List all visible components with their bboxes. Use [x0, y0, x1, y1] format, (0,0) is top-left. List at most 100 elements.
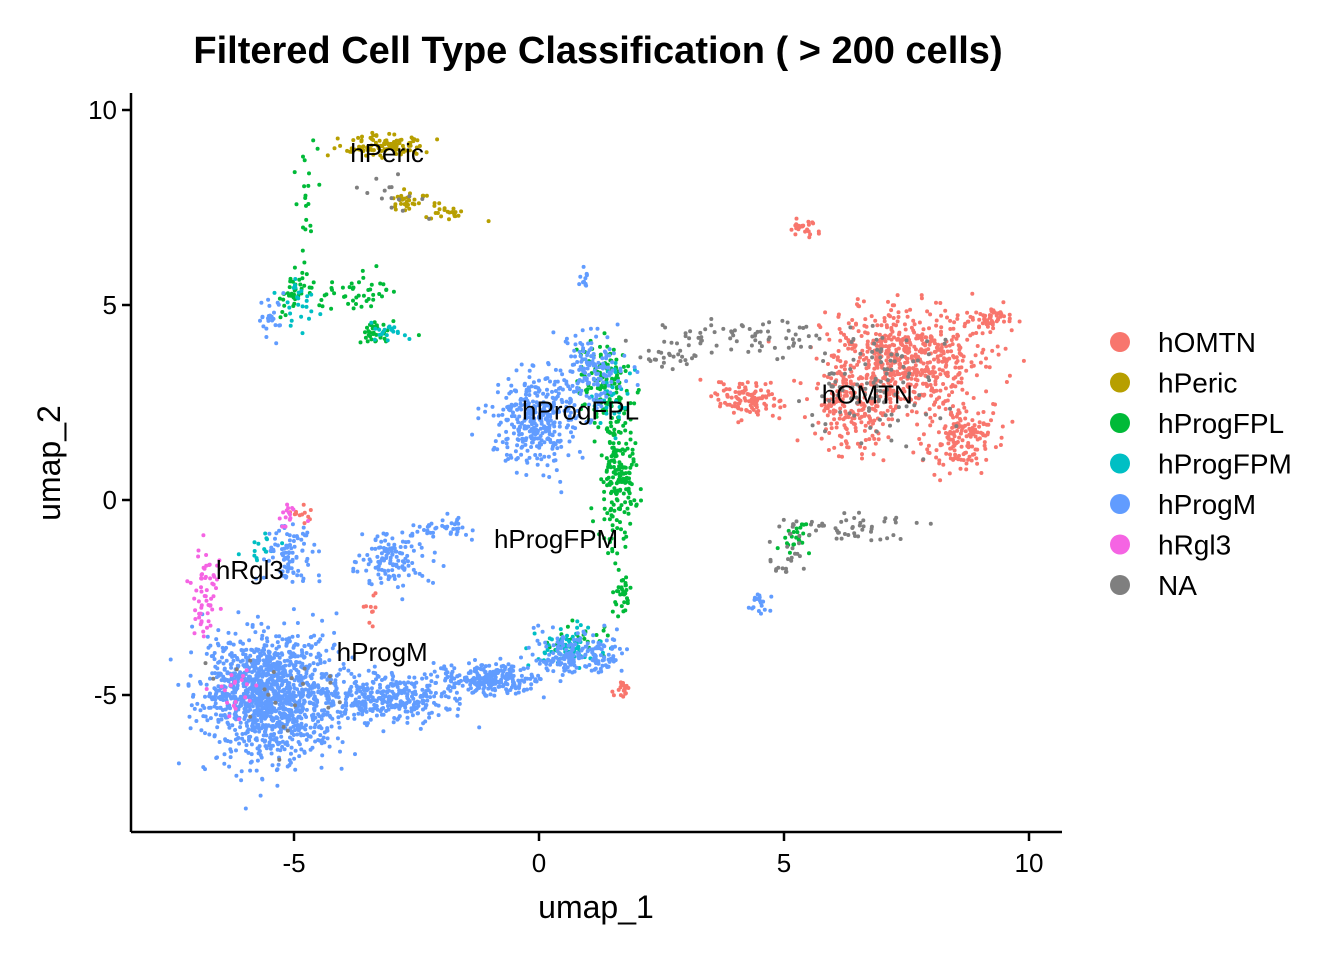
data-point	[449, 663, 454, 668]
data-point	[996, 352, 1001, 357]
data-point	[455, 713, 460, 718]
data-point	[309, 644, 314, 649]
data-point	[611, 475, 615, 480]
data-point	[372, 337, 377, 342]
data-point	[376, 564, 381, 569]
data-point	[921, 381, 925, 386]
data-point	[288, 760, 293, 765]
data-point	[885, 361, 890, 366]
data-point	[578, 623, 583, 628]
data-point	[437, 201, 442, 206]
data-point	[488, 692, 493, 697]
data-point	[889, 373, 894, 378]
data-point	[888, 400, 893, 405]
data-point	[306, 734, 311, 739]
data-point	[884, 349, 889, 353]
data-point	[862, 428, 867, 433]
data-point	[611, 693, 616, 698]
data-point	[861, 406, 866, 411]
data-point	[616, 415, 621, 420]
data-point	[552, 429, 557, 434]
data-point	[396, 573, 401, 578]
data-point	[213, 701, 218, 706]
data-point	[843, 409, 848, 414]
data-point	[291, 693, 296, 698]
data-point	[242, 715, 247, 720]
data-point	[492, 445, 497, 450]
data-point	[934, 300, 938, 305]
data-point	[213, 694, 218, 699]
data-point	[204, 651, 209, 656]
data-point	[975, 344, 980, 348]
data-point	[379, 149, 384, 153]
data-point	[263, 744, 268, 748]
data-point	[611, 431, 616, 436]
data-point	[370, 624, 375, 629]
data-point	[303, 674, 308, 679]
data-point	[870, 433, 875, 438]
data-point	[297, 754, 302, 759]
data-point	[934, 318, 939, 323]
data-point	[609, 424, 614, 429]
data-point	[228, 706, 233, 711]
data-point	[608, 540, 612, 544]
data-point	[451, 527, 456, 531]
data-point	[259, 719, 264, 724]
data-point	[318, 733, 323, 738]
data-point	[864, 366, 869, 371]
data-point	[733, 390, 738, 394]
data-point	[232, 712, 237, 717]
series-hprogfpm	[236, 277, 637, 670]
data-point	[573, 342, 578, 347]
data-point	[335, 709, 340, 714]
data-point	[538, 426, 543, 431]
data-point	[192, 631, 197, 636]
data-point	[538, 658, 543, 663]
data-point	[199, 585, 203, 590]
data-point	[394, 152, 399, 156]
data-point	[443, 694, 448, 699]
data-point	[201, 765, 206, 770]
data-point	[222, 666, 227, 671]
data-point	[431, 580, 435, 585]
data-point	[291, 571, 296, 575]
data-point	[911, 318, 916, 323]
data-point	[611, 659, 616, 664]
data-point	[978, 430, 983, 435]
data-point	[555, 379, 560, 384]
data-point	[571, 637, 576, 642]
data-point	[813, 431, 818, 436]
data-point	[504, 429, 509, 434]
data-point	[320, 304, 325, 309]
data-point	[395, 585, 400, 590]
data-point	[978, 360, 983, 365]
data-point	[875, 365, 880, 370]
data-point	[358, 340, 363, 345]
data-point	[381, 282, 386, 287]
data-point	[573, 333, 578, 338]
data-point	[570, 434, 575, 439]
data-point	[870, 406, 875, 411]
data-point	[400, 143, 405, 148]
data-point	[530, 428, 535, 433]
data-point	[297, 742, 302, 747]
data-point	[893, 355, 897, 360]
data-point	[407, 142, 412, 147]
data-point	[301, 576, 306, 581]
data-point	[879, 323, 884, 328]
data-point	[581, 369, 586, 374]
data-point	[476, 406, 481, 411]
data-point	[979, 471, 984, 475]
data-point	[213, 687, 218, 692]
data-point	[299, 573, 304, 578]
data-point	[948, 452, 952, 457]
data-point	[627, 491, 632, 496]
data-point	[268, 746, 273, 751]
data-point	[306, 183, 311, 188]
data-point	[895, 395, 900, 400]
data-point	[627, 371, 632, 376]
data-point	[325, 153, 330, 158]
data-point	[299, 653, 304, 658]
data-point	[843, 343, 847, 347]
data-point	[263, 729, 268, 734]
